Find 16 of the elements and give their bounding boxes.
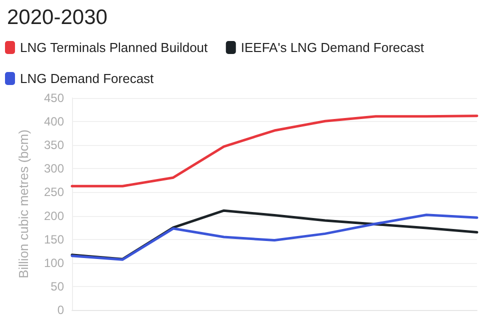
y-tick-label: 300 [44,162,64,176]
y-tick-label: 150 [44,232,64,246]
y-tick-label: 350 [44,138,64,152]
y-tick-label: 450 [44,91,64,105]
legend-label: IEEFA's LNG Demand Forecast [240,40,424,55]
y-tick-label: 0 [57,303,64,317]
line-series [70,114,478,188]
y-tick-label: 400 [44,114,64,129]
y-tick-label: 200 [44,208,64,223]
legend-label: LNG Demand Forecast [20,71,154,86]
chart-title: 2020-2030 [7,6,108,29]
legend-label: LNG Terminals Planned Buildout [20,40,208,55]
y-tick-label: 100 [44,256,64,270]
y-tick-label: 250 [44,185,64,200]
y-axis-title: Billion cubic metres (bcm) [16,130,31,278]
y-tick-label: 50 [50,279,64,294]
